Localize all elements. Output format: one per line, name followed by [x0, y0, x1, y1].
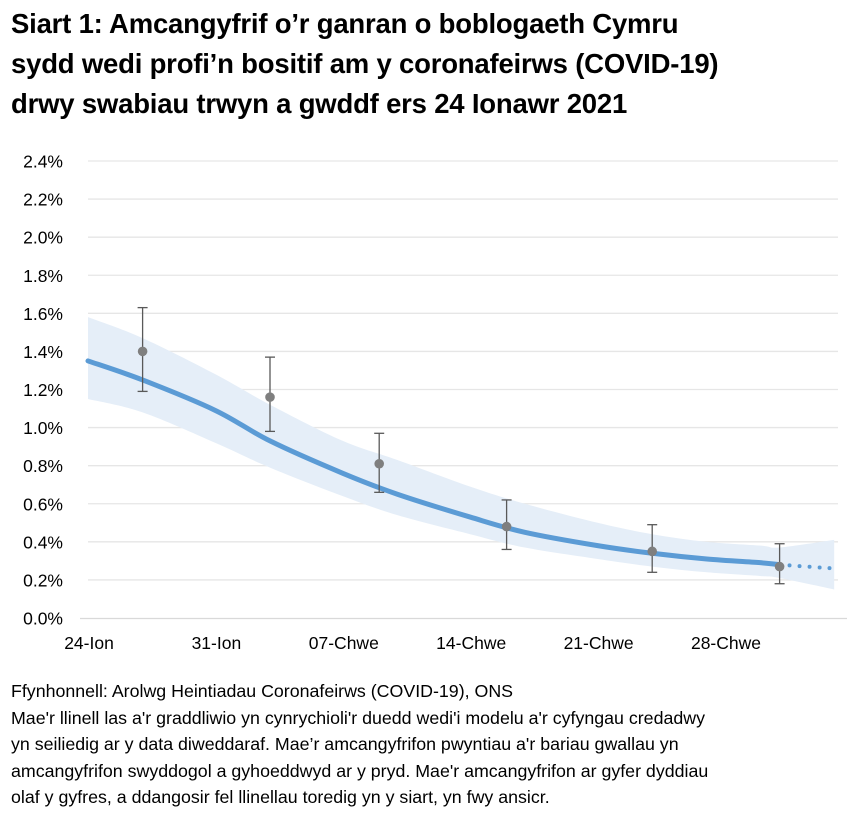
y-axis-ticks: 0.0% 0.2% 0.4% 0.6% 0.8% 1.0% 1.2% 1.4% 1.6% 1.8%…: [23, 152, 63, 629]
x-tick-label: 28-Chwe: [691, 633, 761, 653]
modelled-trend-line: [85, 358, 783, 568]
estimate-point: [265, 356, 275, 433]
note-line-4: olaf y gyfres, a ddangosir fel llinellau…: [11, 787, 550, 807]
estimate-point: [647, 524, 658, 573]
note-line-3: amcangyfrifon swyddogol a gyhoeddwyd ar …: [11, 760, 709, 781]
x-tick-label: 14-Chwe: [436, 633, 506, 653]
y-tick-label: 1.8%: [23, 266, 63, 286]
y-tick-label: 0.8%: [23, 456, 63, 476]
official-estimates: [137, 306, 785, 585]
y-tick-label: 0.0%: [23, 609, 63, 629]
x-tick-label: 07-Chwe: [309, 633, 379, 653]
x-tick-label: 21-Chwe: [564, 633, 634, 653]
title-line-3: drwy swabiau trwyn a gwddf ers 24 Ionawr…: [11, 88, 628, 119]
chart-plot: 0.0% 0.2% 0.4% 0.6% 0.8% 1.0% 1.2% 1.4% 1.6% 1.8%…: [23, 152, 847, 653]
estimate-point: [137, 306, 148, 393]
x-tick-label: 31-Ion: [192, 633, 242, 653]
y-tick-label: 1.2%: [23, 380, 63, 400]
note-line-2: yn seiliedig ar y data diweddaraf. Mae’r…: [11, 734, 679, 754]
title-line-1: Siart 1: Amcangyfrif o’r ganran o boblog…: [11, 8, 679, 39]
y-tick-label: 0.6%: [23, 494, 63, 514]
y-tick-label: 2.2%: [23, 190, 63, 210]
x-tick-label: 24-Ion: [64, 633, 114, 653]
y-tick-label: 2.4%: [23, 152, 63, 172]
y-tick-label: 1.0%: [23, 418, 63, 438]
title-line-2: sydd wedi profi’n bositif am y coronafei…: [11, 48, 719, 79]
note-line-1: Mae'r llinell las a'r graddliwio yn cynr…: [11, 707, 705, 728]
estimate-point: [374, 432, 385, 493]
x-axis-ticks: 24-Ion 31-Ion 07-Chwe 14-Chwe 21-Chwe 28-Chwe: [64, 633, 761, 653]
y-tick-label: 1.4%: [23, 342, 63, 362]
source-text: Ffynhonnell: Arolwg Heintiadau Coronafei…: [11, 681, 514, 701]
modelled-trend-dotted-line: [777, 562, 837, 571]
y-tick-label: 0.2%: [23, 570, 63, 590]
estimate-point: [774, 543, 785, 585]
credible-interval-band: [88, 317, 835, 590]
chart-notes: Ffynhonnell: Arolwg Heintiadau Coronafei…: [11, 678, 856, 811]
estimate-point: [501, 499, 512, 551]
y-tick-label: 1.6%: [23, 304, 63, 324]
chart-title: Siart 1: Amcangyfrif o’r ganran o boblog…: [11, 4, 856, 124]
y-tick-label: 0.4%: [23, 532, 63, 552]
y-tick-label: 2.0%: [23, 228, 63, 248]
